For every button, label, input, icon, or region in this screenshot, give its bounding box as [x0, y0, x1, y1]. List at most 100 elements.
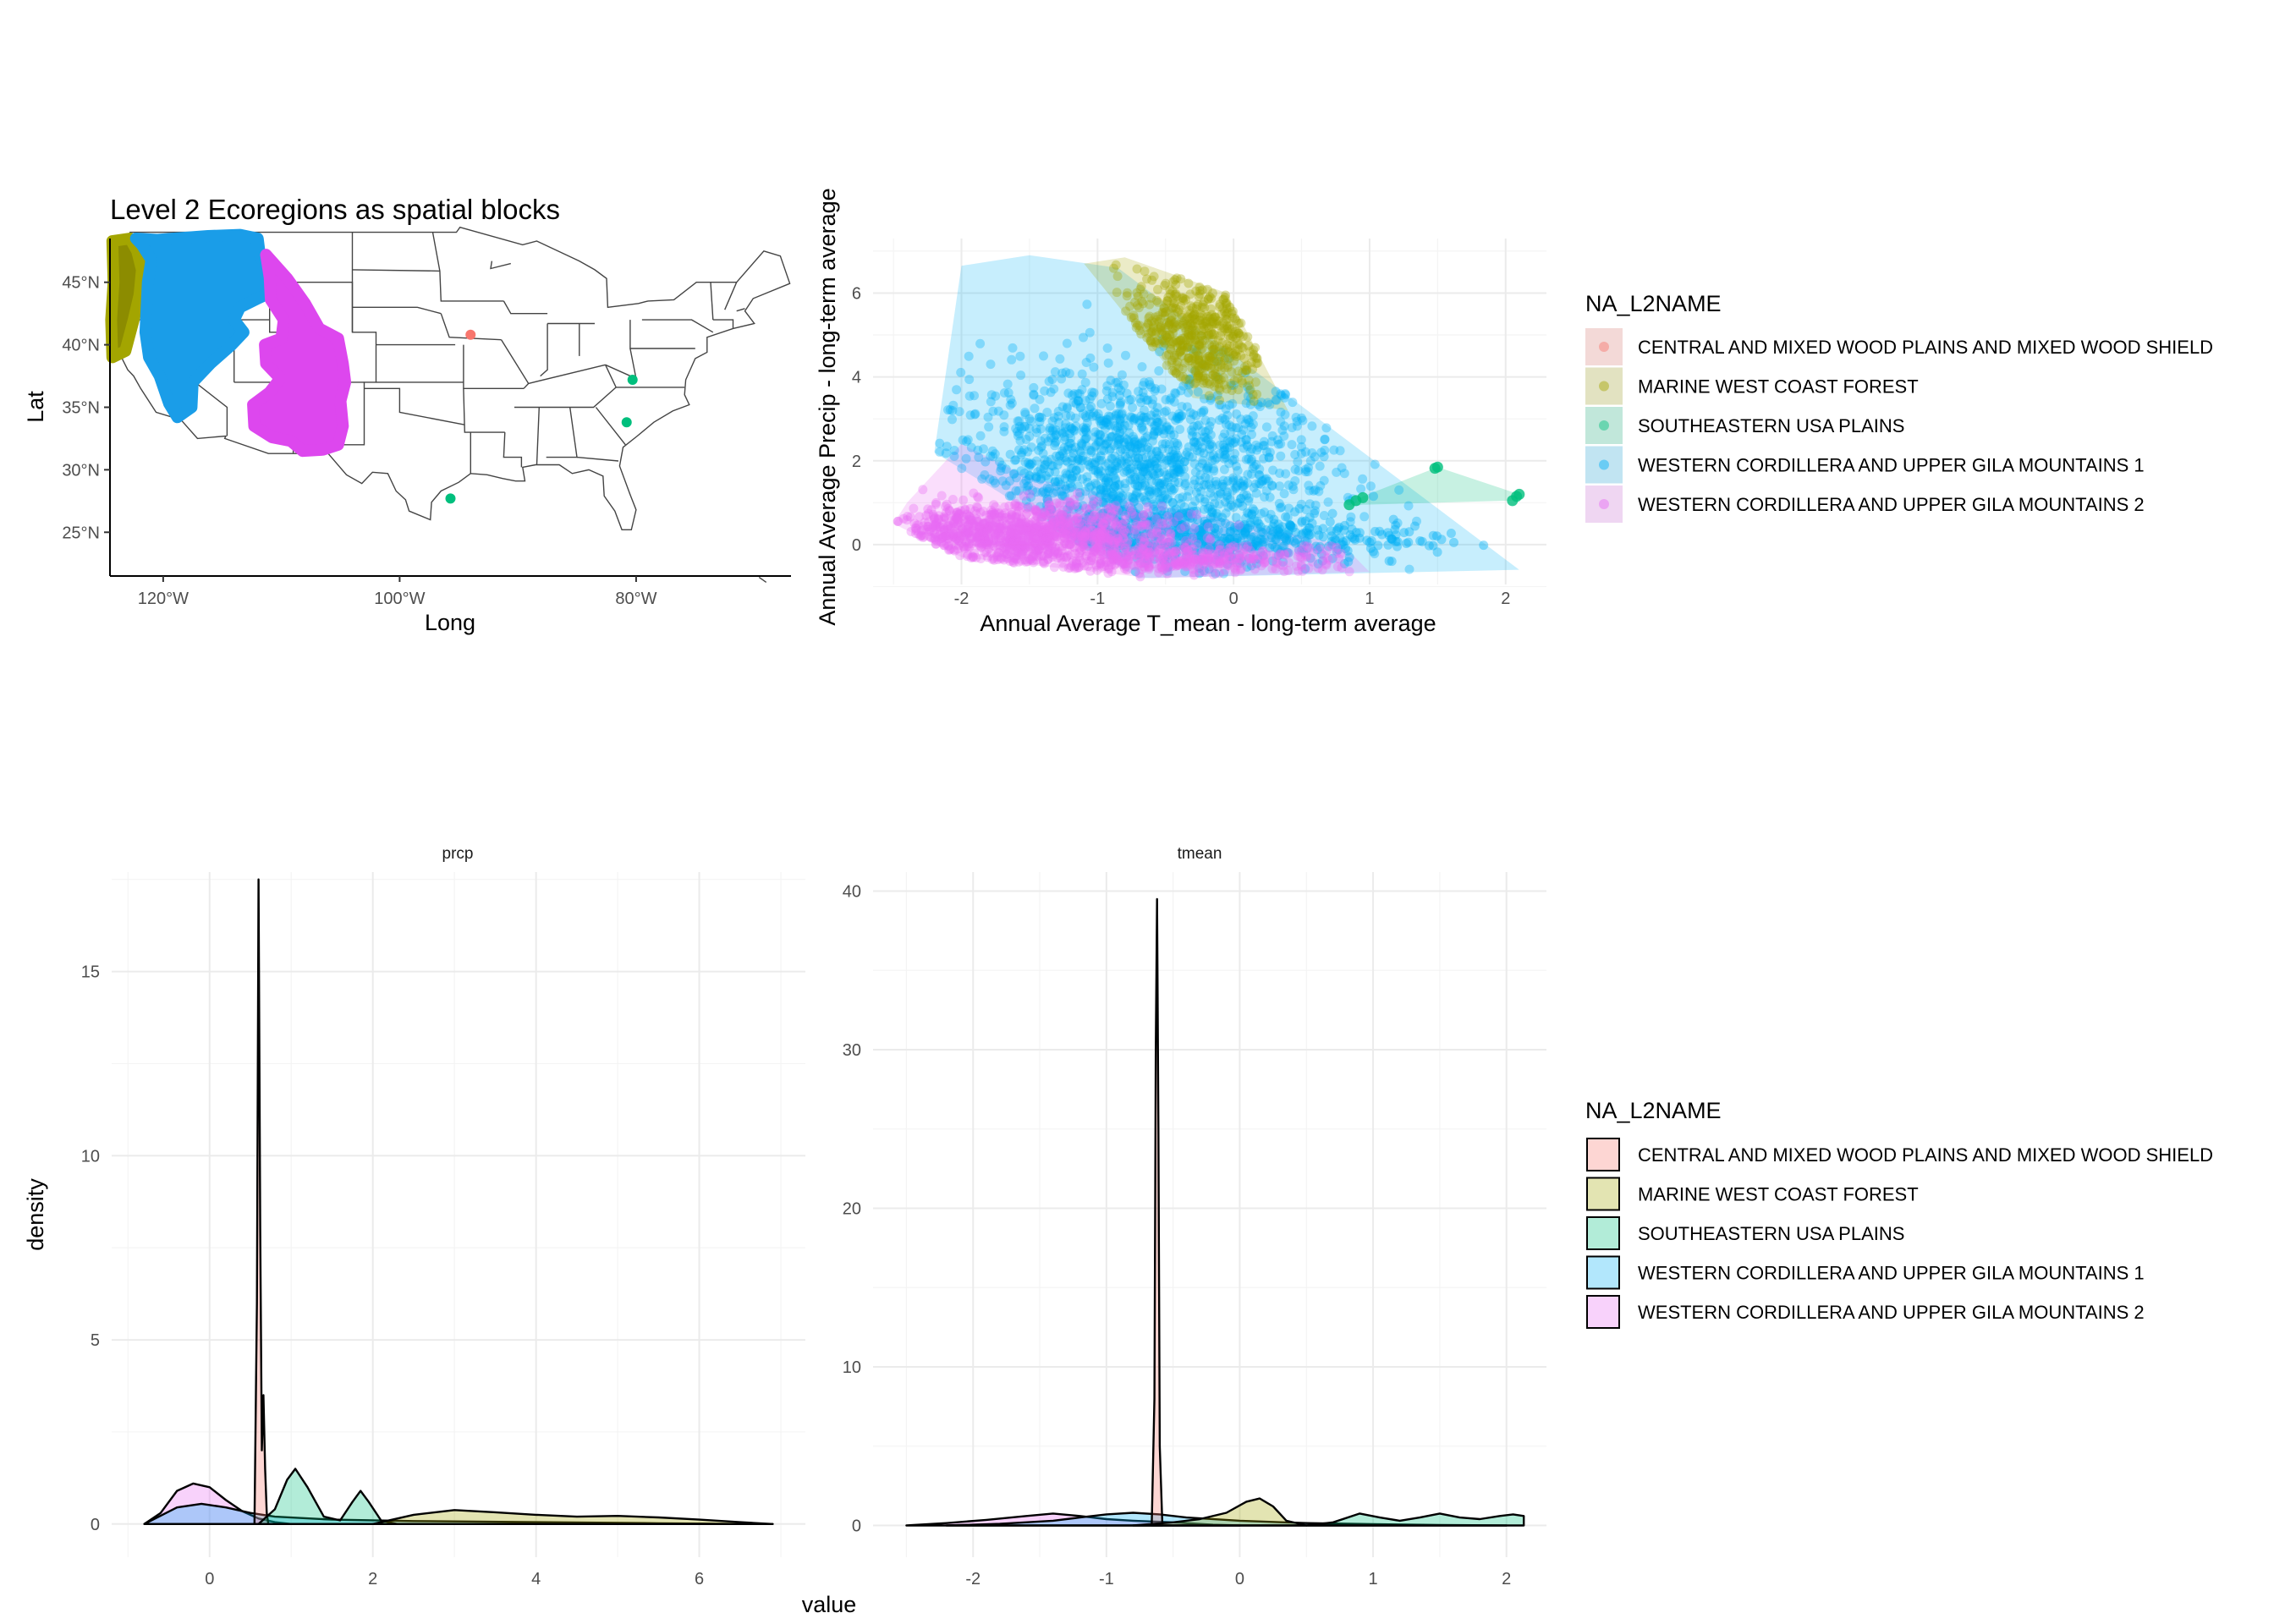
scatter-point-western1 — [1096, 471, 1106, 481]
scatter-point-western1 — [1134, 546, 1144, 556]
scatter-point-marine — [1194, 351, 1204, 361]
scatter-point-western1 — [1139, 437, 1149, 447]
scatter-point-western1 — [1150, 460, 1159, 470]
scatter-point-western1 — [1331, 535, 1341, 546]
scatter-point-marine — [1134, 326, 1145, 336]
scatter-point-western1 — [1172, 516, 1182, 525]
scatter-point-western2 — [1002, 550, 1012, 559]
scatter-point-western1 — [1152, 476, 1162, 486]
scatter-point-western1 — [1015, 351, 1025, 361]
scatter-point-western1 — [1276, 389, 1286, 399]
scatter-point-western2 — [1035, 529, 1045, 539]
map-x-axis-title: Long — [425, 610, 475, 635]
scatter-point-western1 — [1165, 469, 1175, 479]
scatter-point-western2 — [1107, 518, 1117, 529]
scatter-point-western1 — [1103, 420, 1113, 430]
scatter-point-western1 — [1245, 399, 1255, 409]
scatter-point-marine — [1196, 364, 1206, 373]
scatter-point-western1 — [1105, 539, 1115, 549]
scatter-point-western1 — [1316, 447, 1326, 458]
scatter-point-western1 — [1200, 555, 1210, 565]
scatter-point-western1 — [1101, 485, 1112, 495]
scatter-point-western2 — [999, 502, 1009, 513]
scatter-point-western2 — [964, 541, 974, 551]
scatter-point-western1 — [1271, 535, 1281, 545]
scatter-point-western1 — [1019, 469, 1030, 478]
scatter-point-western1 — [1117, 444, 1127, 454]
scatter-point-western1 — [1120, 479, 1130, 489]
scatter-point-western1 — [1017, 424, 1026, 434]
scatter-point-western1 — [1088, 529, 1098, 539]
scatter-point-marine — [1109, 263, 1118, 273]
scatter-point-western1 — [1249, 532, 1259, 542]
scatter-point-marine — [1213, 335, 1223, 345]
prcp-grid — [112, 872, 805, 1557]
scatter-point-western2 — [961, 530, 971, 540]
scatter-x-tick-label: 2 — [1501, 590, 1510, 608]
scatter-point-western1 — [1169, 506, 1179, 516]
legend-key-swatch — [1586, 1295, 1620, 1329]
scatter-point-western1 — [1116, 492, 1126, 502]
scatter-point-western1 — [1241, 529, 1250, 540]
scatter-point-marine — [1205, 352, 1215, 362]
scatter-point-marine — [1207, 345, 1217, 355]
scatter-point-western2 — [1123, 536, 1133, 546]
scatter-point-western2 — [1107, 509, 1117, 518]
scatter-point-western1 — [1301, 528, 1311, 538]
scatter-point-western1 — [1190, 497, 1200, 506]
scatter-point-western1 — [1036, 469, 1046, 479]
legend-label: CENTRAL AND MIXED WOOD PLAINS AND MIXED … — [1638, 1144, 2213, 1166]
scatter-point-marine — [1141, 322, 1151, 332]
scatter-point-western1 — [1136, 398, 1146, 408]
scatter-point-western2 — [1203, 522, 1213, 532]
scatter-point-western1 — [1187, 431, 1197, 441]
scatter-point-western1 — [1136, 443, 1146, 453]
scatter-point-western1 — [1094, 524, 1104, 534]
scatter-point-marine — [1157, 335, 1167, 345]
scatter-point-western1 — [1206, 513, 1216, 522]
scatter-point-western1 — [1436, 535, 1447, 545]
scatter-point-marine — [1194, 370, 1204, 380]
scatter-point-western1 — [1237, 556, 1247, 566]
scatter-point-marine — [1209, 313, 1219, 322]
scatter-point-western1 — [1134, 439, 1145, 449]
scatter-point-marine — [1193, 350, 1203, 360]
scatter-point-western1 — [1126, 442, 1136, 452]
scatter-point-western1 — [1024, 423, 1035, 433]
state-border — [595, 407, 626, 446]
scatter-point-marine — [1189, 379, 1200, 389]
scatter-point-western1 — [1266, 509, 1276, 519]
scatter-point-western1 — [1049, 433, 1059, 443]
scatter-point-western1 — [973, 445, 983, 455]
scatter-point-western1 — [1116, 538, 1126, 548]
scatter-point-western1 — [1154, 451, 1163, 460]
scatter-point-marine — [1240, 365, 1250, 375]
scatter-point-western1 — [1067, 456, 1077, 465]
scatter-point-marine — [1196, 331, 1206, 341]
scatter-point-western1 — [1097, 530, 1107, 540]
scatter-point-western1 — [1297, 540, 1307, 550]
density-y-tick-label: 0 — [852, 1517, 861, 1536]
legend-item: SOUTHEASTERN USA PLAINS — [1586, 1216, 1904, 1250]
scatter-point-western1 — [1100, 539, 1110, 549]
scatter-point-western1 — [1152, 409, 1162, 419]
scatter-point-western1 — [943, 405, 953, 415]
scatter-point-western1 — [1153, 533, 1163, 543]
scatter-point-marine — [1165, 289, 1175, 299]
scatter-point-marine — [1157, 307, 1167, 317]
scatter-point-western1 — [1139, 392, 1149, 402]
scatter-point-western2 — [1130, 512, 1140, 522]
scatter-point-western1 — [1206, 395, 1216, 405]
scatter-point-western1 — [1225, 534, 1235, 544]
scatter-point-western1 — [1133, 444, 1142, 454]
scatter-point-western2 — [1014, 518, 1024, 528]
scatter-point-western2 — [1095, 508, 1105, 518]
scatter-point-western1 — [1446, 529, 1456, 538]
scatter-point-western2 — [1040, 558, 1049, 568]
scatter-point-western1 — [965, 410, 975, 420]
scatter-point-western1 — [986, 397, 996, 407]
scatter-point-western1 — [1184, 546, 1195, 556]
scatter-point-western1 — [1292, 421, 1302, 431]
scatter-point-western1 — [1159, 480, 1169, 489]
scatter-point-western1 — [1173, 523, 1184, 533]
